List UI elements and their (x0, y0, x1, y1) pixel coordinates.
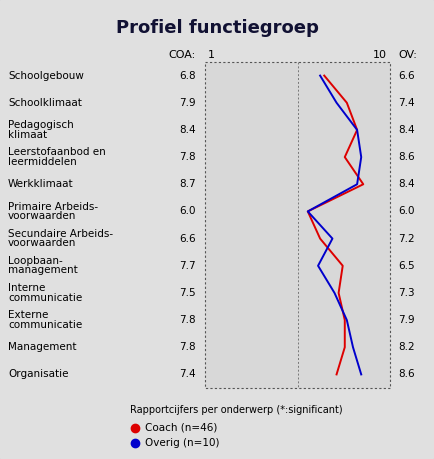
Text: 7.8: 7.8 (179, 315, 196, 325)
Text: 7.3: 7.3 (398, 288, 414, 298)
Text: Secundaire Arbeids-
voorwaarden: Secundaire Arbeids- voorwaarden (8, 229, 113, 248)
Text: Primaire Arbeids-
voorwaarden: Primaire Arbeids- voorwaarden (8, 202, 98, 221)
Text: 8.4: 8.4 (398, 125, 414, 135)
Text: 8.4: 8.4 (179, 125, 196, 135)
Text: OV:: OV: (398, 50, 417, 60)
Text: 7.4: 7.4 (179, 369, 196, 380)
Text: Organisatie: Organisatie (8, 369, 69, 380)
Text: 6.6: 6.6 (398, 71, 414, 81)
Text: 7.4: 7.4 (398, 98, 414, 108)
Text: Schoolgebouw: Schoolgebouw (8, 71, 84, 81)
Text: Management: Management (8, 342, 76, 352)
Text: 6.8: 6.8 (179, 71, 196, 81)
Text: COA:: COA: (169, 50, 196, 60)
Text: Externe
communicatie: Externe communicatie (8, 310, 82, 330)
Text: 6.0: 6.0 (180, 207, 196, 216)
Text: 7.9: 7.9 (398, 315, 414, 325)
Text: Interne
communicatie: Interne communicatie (8, 283, 82, 302)
Text: Schoolklimaat: Schoolklimaat (8, 98, 82, 108)
Text: Loopbaan-
management: Loopbaan- management (8, 256, 78, 275)
Text: Leerstofaanbod en
leermiddelen: Leerstofaanbod en leermiddelen (8, 147, 106, 167)
Text: 6.0: 6.0 (398, 207, 414, 216)
Text: 7.7: 7.7 (179, 261, 196, 271)
Text: 8.6: 8.6 (398, 369, 414, 380)
Text: Profiel functiegroep: Profiel functiegroep (115, 19, 319, 37)
Text: 1: 1 (208, 50, 215, 60)
Text: 7.8: 7.8 (179, 152, 196, 162)
Text: 7.8: 7.8 (179, 342, 196, 352)
Text: Coach (n=46): Coach (n=46) (145, 423, 217, 433)
Text: Pedagogisch
klimaat: Pedagogisch klimaat (8, 120, 74, 140)
Text: 6.6: 6.6 (179, 234, 196, 244)
Text: 8.4: 8.4 (398, 179, 414, 189)
Text: 6.5: 6.5 (398, 261, 414, 271)
Text: 7.9: 7.9 (179, 98, 196, 108)
Text: Werkklimaat: Werkklimaat (8, 179, 74, 189)
Bar (205, 62, 390, 388)
Text: Rapportcijfers per onderwerp (*:significant): Rapportcijfers per onderwerp (*:signific… (130, 405, 342, 415)
Text: 8.2: 8.2 (398, 342, 414, 352)
Text: 7.2: 7.2 (398, 234, 414, 244)
Text: Overig (n=10): Overig (n=10) (145, 438, 220, 448)
Text: 7.5: 7.5 (179, 288, 196, 298)
Text: 8.6: 8.6 (398, 152, 414, 162)
Text: 8.7: 8.7 (179, 179, 196, 189)
Text: 10: 10 (373, 50, 387, 60)
